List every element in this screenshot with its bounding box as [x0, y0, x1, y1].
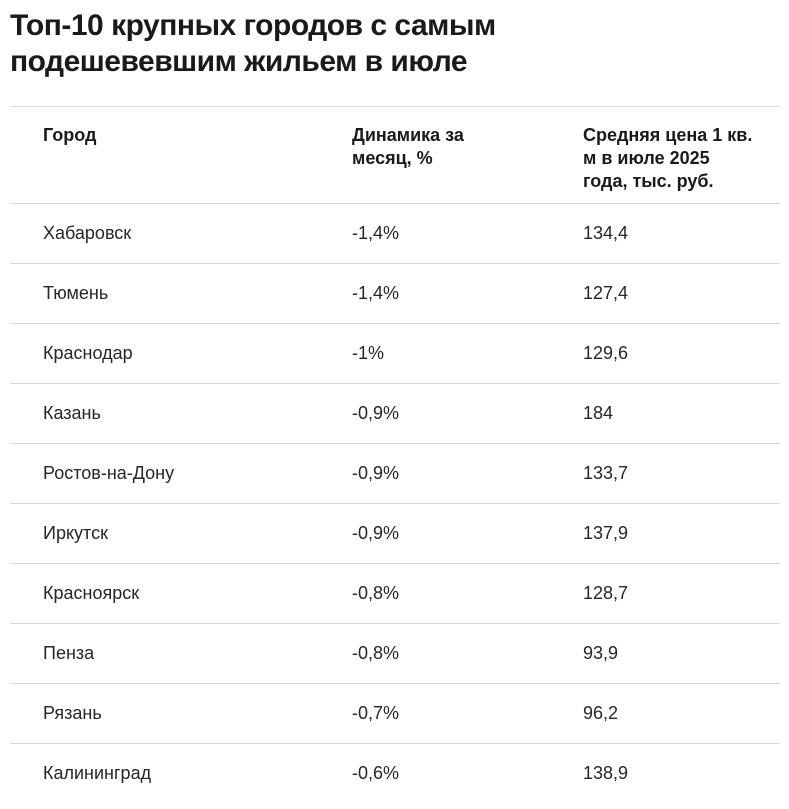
table-row: Казань -0,9% 184 [10, 383, 780, 444]
dynamics-cell: -1,4% [352, 263, 583, 324]
price-cell: 127,4 [583, 263, 780, 324]
city-cell: Краснодар [10, 323, 352, 384]
city-cell: Иркутск [10, 503, 352, 564]
dynamics-cell: -0,8% [352, 563, 583, 624]
table-row: Пенза -0,8% 93,9 [10, 623, 780, 684]
price-cell: 137,9 [583, 503, 780, 564]
table-header-row: Город Динамика за месяц, % Средняя цена … [10, 106, 780, 204]
price-cell: 134,4 [583, 203, 780, 264]
column-header-price-label: Средняя цена 1 кв. м в июле 2025 года, т… [583, 125, 753, 191]
city-cell: Красноярск [10, 563, 352, 624]
column-header-dynamics-label: Динамика за месяц, % [352, 125, 464, 168]
city-cell: Калининград [43, 763, 152, 784]
city-cell: Казань [10, 383, 352, 444]
dynamics-cell: -0,9% [352, 503, 583, 564]
cities-price-table: Город Динамика за месяц, % Средняя цена … [10, 106, 780, 804]
table-row: Краснодар -1% 129,6 [10, 323, 780, 384]
price-cell: 138,9 [583, 763, 629, 784]
dynamics-cell: -0,6% [352, 763, 400, 784]
dynamics-cell: -1% [352, 323, 583, 384]
city-cell: Пенза [10, 623, 352, 684]
price-cell: 93,9 [583, 623, 780, 684]
column-header-price: Средняя цена 1 кв. м в июле 2025 года, т… [583, 106, 780, 204]
city-cell: Ростов-на-Дону [10, 443, 352, 504]
table-body: Хабаровск -1,4% 134,4 Тюмень -1,4% 127,4 Красн… [10, 203, 780, 804]
dynamics-cell: -0,9% [352, 383, 583, 444]
dynamics-cell: -0,8% [352, 623, 583, 684]
city-cell: Рязань [10, 683, 352, 744]
column-header-city: Город [10, 106, 352, 204]
page-title: Топ-10 крупных городов с самым подешевев… [10, 9, 496, 78]
table-row: Хабаровск -1,4% 134,4 [10, 203, 780, 264]
city-cell: Тюмень [10, 263, 352, 324]
table-row: Рязань -0,7% 96,2 [10, 683, 780, 744]
city-cell: Хабаровск [10, 203, 352, 264]
price-cell: 184 [583, 383, 780, 444]
dynamics-cell: -0,9% [352, 443, 583, 504]
dynamics-cell: -0,7% [352, 683, 583, 744]
table-row: Тюмень -1,4% 127,4 [10, 263, 780, 324]
table-row: Калининград -0,6% 138,9 [10, 744, 780, 804]
table-row: Иркутск -0,9% 137,9 [10, 503, 780, 564]
dynamics-cell: -1,4% [352, 203, 583, 264]
table-row: Красноярск -0,8% 128,7 [10, 563, 780, 624]
column-header-city-label: Город [43, 125, 97, 145]
price-cell: 129,6 [583, 323, 780, 384]
price-cell: 96,2 [583, 683, 780, 744]
column-header-dynamics: Динамика за месяц, % [352, 106, 583, 204]
table-row: Ростов-на-Дону -0,9% 133,7 [10, 443, 780, 504]
price-cell: 133,7 [583, 443, 780, 504]
price-cell: 128,7 [583, 563, 780, 624]
